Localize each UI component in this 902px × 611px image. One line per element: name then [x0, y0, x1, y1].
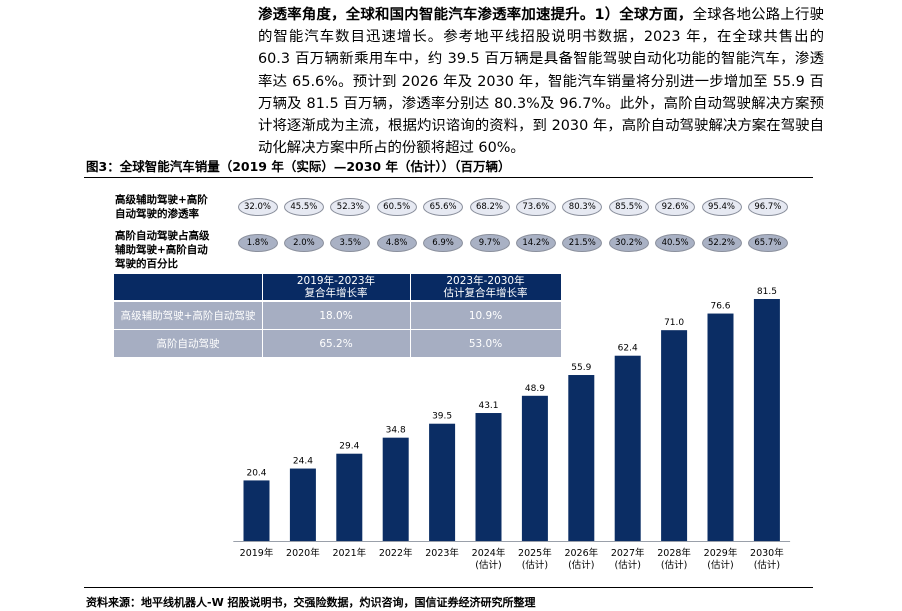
cagr-divider	[410, 274, 411, 357]
paragraph-body: 全球各地公路上行驶的智能汽车数目迅速增长。参考地平线招股说明书数据，2023 年…	[258, 7, 824, 157]
x-tick-label: 2028年	[657, 547, 691, 559]
bar	[568, 375, 595, 541]
penetration-value: 95.4%	[701, 198, 742, 216]
advanced-share-label-line: 高阶自动驾驶占高级	[115, 230, 210, 242]
cagr-header-2023-2030: 2023年-2030年 估计复合年增长率	[410, 274, 561, 300]
cagr-divider	[262, 274, 263, 357]
advanced-share-value: 4.8%	[376, 234, 417, 252]
x-tick-label: 2025年	[518, 547, 552, 559]
cagr-row-label: 高级辅助驾驶+高阶自动驾驶	[114, 302, 262, 329]
cagr-value: 10.9%	[410, 302, 561, 329]
bar	[614, 355, 641, 541]
bar	[661, 330, 688, 541]
advanced-share-value: 21.5%	[562, 234, 603, 252]
bar-value-label: 48.9	[525, 384, 545, 394]
advanced-share-value: 6.9%	[423, 234, 464, 252]
penetration-value: 73.6%	[515, 198, 556, 216]
bar-value-label: 39.5	[432, 412, 452, 422]
penetration-value: 80.3%	[562, 198, 603, 216]
figure-title: 图3：全球智能汽车销量（2019 年（实际）—2030 年（估计））（百万辆）	[86, 159, 511, 174]
bar	[243, 480, 270, 541]
x-tick-label: (估计)	[568, 559, 594, 571]
bar-value-label: 81.5	[757, 287, 777, 297]
cagr-row-label: 高阶自动驾驶	[114, 330, 262, 357]
bar	[521, 395, 548, 541]
cagr-header-line: 复合年增长率	[304, 287, 368, 299]
x-tick-label: (估计)	[661, 559, 687, 571]
advanced-share-label-line: 辅助驾驶+高阶自动	[115, 244, 208, 256]
penetration-label-line: 自动驾驶的渗透率	[115, 208, 199, 220]
cagr-value: 18.0%	[262, 302, 410, 329]
cagr-value: 65.2%	[262, 330, 410, 357]
advanced-share-value: 9.7%	[469, 234, 510, 252]
cagr-divider	[114, 301, 561, 302]
penetration-row-label: 高级辅助驾驶+高阶 自动驾驶的渗透率	[115, 193, 208, 221]
cagr-header-2019-2023: 2019年-2023年 复合年增长率	[262, 274, 410, 300]
advanced-share-value: 65.7%	[747, 234, 788, 252]
penetration-value: 45.5%	[283, 198, 324, 216]
paragraph-lead: 渗透率角度，全球和国内智能汽车渗透率加速提升。1）全球方面，	[258, 7, 693, 23]
penetration-value: 65.6%	[423, 198, 464, 216]
penetration-value: 60.5%	[376, 198, 417, 216]
bar	[382, 437, 409, 541]
cagr-header-line: 2019年-2023年	[296, 275, 376, 287]
x-tick-label: (估计)	[614, 559, 640, 571]
bar-value-label: 34.8	[386, 426, 406, 436]
source-note: 资料来源：地平线机器人-W 招股说明书，交强险数据，灼识咨询，国信证券经济研究所…	[86, 596, 536, 609]
cagr-header-line: 估计复合年增长率	[443, 287, 528, 299]
figure-title-rule	[84, 177, 813, 178]
advanced-share-value: 3.5%	[330, 234, 371, 252]
bar	[707, 313, 734, 541]
x-tick-label: (估计)	[707, 559, 733, 571]
penetration-value: 68.2%	[469, 198, 510, 216]
source-rule	[84, 587, 813, 588]
x-tick-label: 2019年	[240, 547, 274, 559]
advanced-share-value: 1.8%	[237, 234, 278, 252]
bar	[336, 453, 363, 541]
advanced-share-value: 30.2%	[608, 234, 649, 252]
bar	[289, 468, 316, 541]
x-tick-label: 2030年	[750, 547, 784, 559]
bar-value-label: 24.4	[293, 457, 313, 467]
bar	[475, 413, 502, 541]
advanced-share-row-label: 高阶自动驾驶占高级 辅助驾驶+高阶自动 驾驶的百分比	[115, 229, 210, 271]
x-tick-label: (估计)	[754, 559, 780, 571]
penetration-value: 32.0%	[237, 198, 278, 216]
bar	[753, 299, 780, 541]
x-tick-label: 2023年	[425, 547, 459, 559]
x-tick-label: 2029年	[704, 547, 738, 559]
x-tick-label: 2024年	[472, 547, 506, 559]
bar-value-label: 62.4	[618, 344, 638, 354]
x-tick-label: 2026年	[564, 547, 598, 559]
bar-value-label: 43.1	[478, 401, 498, 411]
bar	[429, 423, 456, 541]
bar-value-label: 76.6	[710, 302, 730, 312]
cagr-header-line: 2023年-2030年	[446, 275, 525, 287]
advanced-share-label-line: 驾驶的百分比	[115, 258, 178, 270]
bar-value-label: 71.0	[664, 318, 684, 328]
advanced-share-value: 52.2%	[701, 234, 742, 252]
cagr-header-blank	[114, 274, 262, 300]
bar-value-label: 55.9	[571, 363, 591, 373]
bar-value-label: 20.4	[246, 468, 266, 478]
intro-paragraph: 渗透率角度，全球和国内智能汽车渗透率加速提升。1）全球方面，全球各地公路上行驶的…	[258, 4, 824, 159]
penetration-label-line: 高级辅助驾驶+高阶	[115, 194, 208, 206]
penetration-value: 96.7%	[747, 198, 788, 216]
bar-value-label: 29.4	[339, 442, 359, 452]
x-tick-label: 2027年	[611, 547, 645, 559]
advanced-share-value: 14.2%	[515, 234, 556, 252]
x-tick-label: 2020年	[286, 547, 320, 559]
penetration-value: 85.5%	[608, 198, 649, 216]
x-tick-label: (估计)	[475, 559, 501, 571]
penetration-value: 52.3%	[330, 198, 371, 216]
advanced-share-value: 40.5%	[655, 234, 696, 252]
cagr-divider	[114, 329, 561, 330]
penetration-value: 92.6%	[655, 198, 696, 216]
advanced-share-value: 2.0%	[283, 234, 324, 252]
x-tick-label: (估计)	[522, 559, 548, 571]
x-tick-label: 2022年	[379, 547, 413, 559]
x-tick-label: 2021年	[332, 547, 366, 559]
cagr-value: 53.0%	[410, 330, 561, 357]
